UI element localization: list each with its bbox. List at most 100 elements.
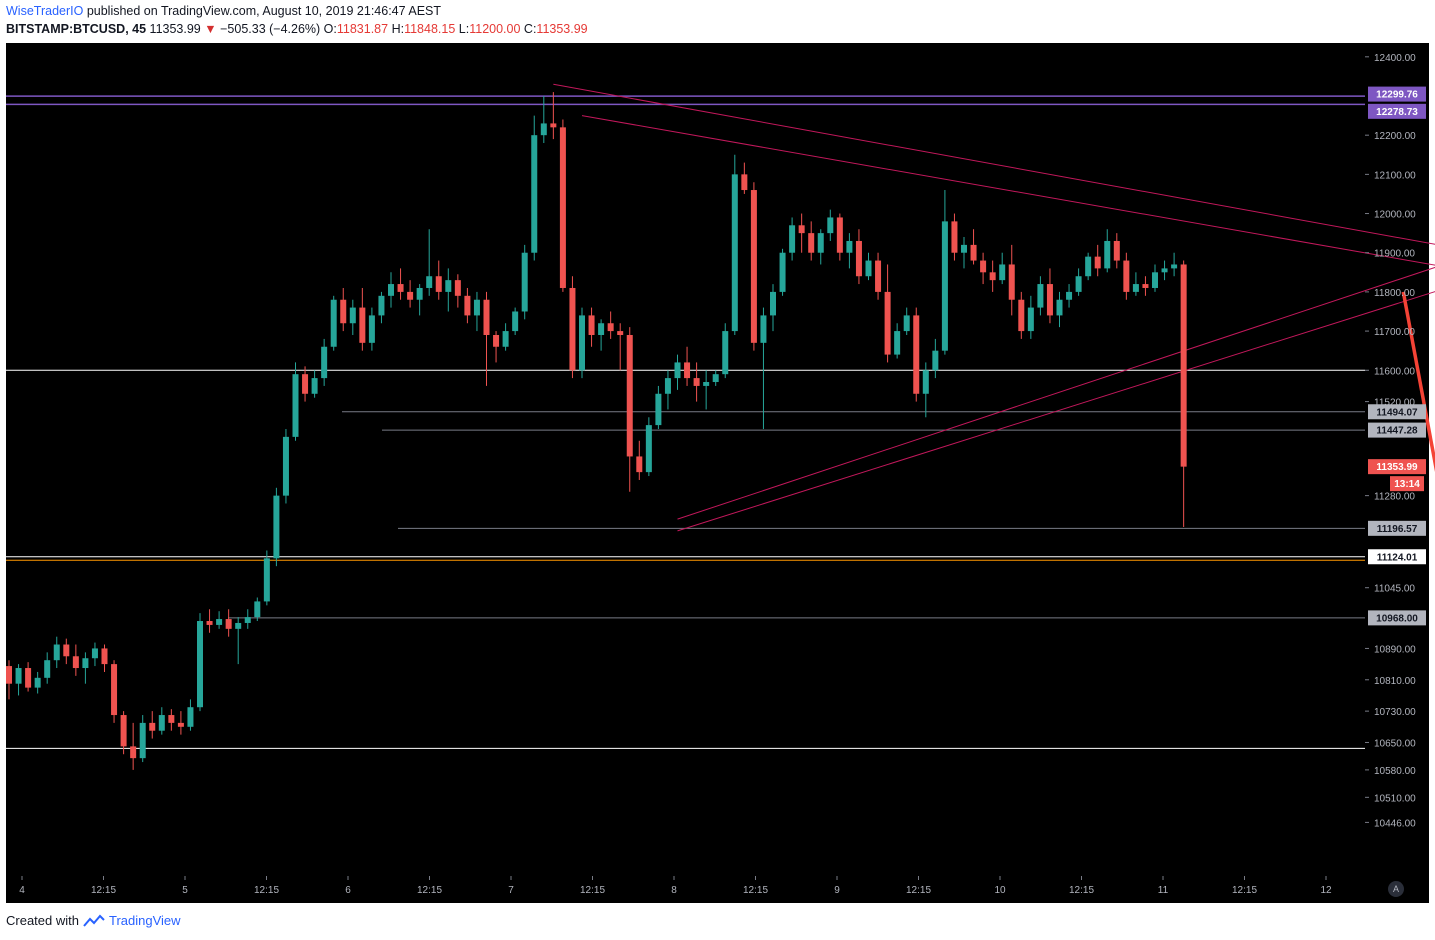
- header-line-1: WiseTraderIO published on TradingView.co…: [6, 4, 441, 18]
- candle-body: [493, 334, 500, 347]
- candle-body: [1037, 284, 1044, 308]
- candle-body: [750, 190, 757, 343]
- candle-body: [72, 656, 79, 669]
- candle-body: [235, 622, 242, 629]
- candle-body: [368, 315, 375, 343]
- candle-body: [1161, 268, 1168, 273]
- price-label-box: [1368, 459, 1426, 475]
- candle-body: [1018, 299, 1025, 332]
- candle-body: [130, 746, 137, 759]
- candle-body: [473, 299, 480, 316]
- x-tick-label: 12:15: [580, 885, 605, 896]
- symbol-label: BITSTAMP:BTCUSD, 45: [6, 22, 147, 36]
- candle-body: [617, 331, 624, 335]
- price-label-box: [1368, 404, 1426, 420]
- price-label-box: [1368, 610, 1426, 626]
- candle-body: [1180, 264, 1187, 467]
- y-tick-label: 11520.00: [1374, 398, 1415, 409]
- x-tick-label: 8: [671, 885, 677, 896]
- candle-body: [273, 495, 280, 559]
- candle-body: [674, 362, 681, 379]
- candle-body: [903, 315, 910, 332]
- candle-body: [875, 260, 882, 292]
- candle-body: [340, 299, 347, 324]
- y-tick-label: 10650.00: [1374, 738, 1416, 749]
- candle-body: [913, 315, 920, 394]
- candle-body: [1075, 276, 1082, 292]
- x-tick-label: 9: [834, 885, 840, 896]
- candle-body: [416, 287, 423, 300]
- y-tick-label: 11700.00: [1374, 327, 1415, 338]
- candle-body: [970, 244, 977, 261]
- candle-body: [321, 346, 328, 379]
- candle-body: [15, 668, 22, 684]
- price-label: 11353.99: [1376, 462, 1418, 473]
- candle-body: [779, 252, 786, 292]
- x-tick-label: 4: [19, 885, 25, 896]
- candle-body: [378, 295, 385, 316]
- candle-body: [855, 240, 862, 277]
- close-value: 11353.99: [536, 22, 588, 36]
- candle-body: [1152, 272, 1158, 288]
- candle-body: [1085, 256, 1092, 277]
- candle-body: [598, 323, 605, 335]
- high-label: H:: [391, 22, 405, 36]
- candle-body: [626, 334, 633, 457]
- high-value: 11848.15: [404, 22, 456, 36]
- candle-body: [454, 280, 461, 296]
- x-tick-label: 12:15: [1232, 885, 1257, 896]
- y-tick-label: 12400.00: [1374, 53, 1416, 64]
- x-tick-label: 12:15: [906, 885, 931, 896]
- candle-body: [894, 331, 901, 355]
- y-tick-label: 10446.00: [1374, 818, 1416, 829]
- candle-body: [836, 217, 843, 253]
- candle-body: [951, 221, 958, 253]
- y-tick-label: 11800.00: [1374, 288, 1415, 299]
- candle-body: [770, 291, 776, 316]
- candle-body: [177, 722, 184, 727]
- candle-body: [349, 307, 356, 324]
- candle-body: [483, 299, 490, 335]
- price-label: 11196.57: [1377, 524, 1418, 535]
- x-tick-label: 12:15: [743, 885, 768, 896]
- candle-body: [225, 619, 232, 629]
- candle-body: [282, 436, 289, 496]
- author-link[interactable]: WiseTraderIO: [6, 4, 84, 18]
- candle-body: [588, 315, 595, 335]
- candle-body: [407, 291, 414, 300]
- open-value: 11831.87: [336, 22, 389, 36]
- candle-body: [741, 174, 748, 191]
- candle-body: [502, 331, 509, 347]
- candle-body: [82, 658, 89, 669]
- candle-body: [989, 272, 996, 281]
- candle-body: [922, 370, 929, 394]
- candle-body: [559, 127, 566, 288]
- created-with-text: Created with: [6, 913, 79, 928]
- candle-body: [722, 331, 729, 375]
- chart-area[interactable]: [6, 43, 1365, 876]
- price-label-box: [1368, 103, 1426, 119]
- candle-body: [569, 287, 576, 371]
- y-tick-label: 10810.00: [1374, 676, 1416, 687]
- candle-body: [330, 299, 337, 347]
- candle-body: [44, 660, 51, 678]
- candle-body: [760, 315, 767, 343]
- candle-body: [6, 666, 12, 684]
- candle-body: [712, 374, 719, 383]
- y-tick-label: 10730.00: [1374, 707, 1416, 718]
- candle-body: [464, 295, 471, 316]
- candle-body: [1008, 264, 1015, 300]
- tradingview-logo-icon: [83, 914, 105, 927]
- candle-body: [101, 648, 108, 665]
- price-label: 12278.73: [1376, 107, 1418, 118]
- candle-body: [789, 225, 796, 253]
- candle-body: [292, 374, 299, 437]
- candle-body: [961, 244, 967, 253]
- x-tick-label: 7: [508, 885, 514, 896]
- tradingview-link[interactable]: TradingView: [108, 913, 181, 928]
- time-axis[interactable]: [6, 876, 1429, 903]
- candle-body: [521, 252, 528, 312]
- triangle-trendline: [581, 115, 1435, 266]
- auto-scale-button[interactable]: A: [1388, 881, 1404, 897]
